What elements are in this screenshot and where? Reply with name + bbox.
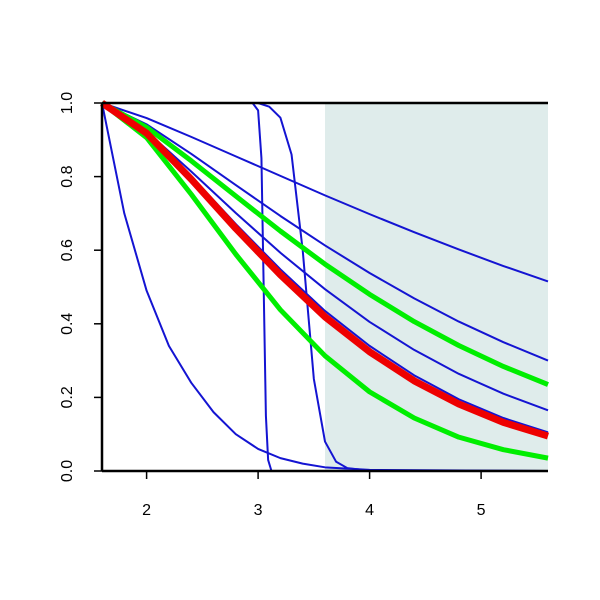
series-line — [101, 102, 549, 412]
y-tick-label: 0.4 — [59, 313, 76, 335]
series-line — [101, 102, 549, 283]
y-tick-label: 0.0 — [59, 460, 76, 482]
y-tick-label: 0.2 — [59, 386, 76, 408]
series-line — [102, 102, 549, 472]
series-line — [100, 100, 549, 387]
x-tick-label: 4 — [365, 502, 374, 519]
series-line — [101, 102, 549, 472]
y-tick-label: 0.6 — [59, 239, 76, 261]
x-tick-label: 5 — [477, 502, 486, 519]
series-line — [100, 100, 550, 440]
y-tick-label: 0.8 — [59, 165, 76, 187]
x-tick-label: 2 — [142, 502, 151, 519]
x-tick-label: 3 — [254, 502, 263, 519]
y-tick-label: 1.0 — [59, 92, 76, 114]
series-line — [100, 101, 549, 461]
series-line — [101, 102, 549, 362]
